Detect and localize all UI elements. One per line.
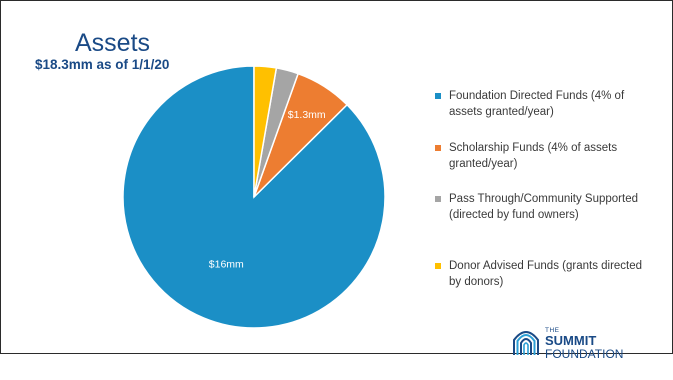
legend-item-pass-through: Pass Through/Community Supported (direct… <box>435 191 645 223</box>
chart-subtitle: $18.3mm as of 1/1/20 <box>35 57 170 72</box>
legend-swatch <box>435 196 441 202</box>
legend-label: Pass Through/Community Supported (direct… <box>449 193 638 221</box>
pie-chart: $16mm $1.3mm <box>122 65 386 329</box>
legend-label: Foundation Directed Funds (4% of assets … <box>449 90 625 118</box>
slide: $16mm $1.3mm Assets $18.3mm as of 1/1/20 … <box>0 0 673 360</box>
legend-item-scholarship: Scholarship Funds (4% of assets granted/… <box>435 140 645 172</box>
legend-item-donor-advised: Donor Advised Funds (grants directed by … <box>435 258 645 290</box>
legend-swatch <box>435 263 441 269</box>
legend-item-foundation-directed: Foundation Directed Funds (4% of assets … <box>435 88 645 120</box>
slice-data-label-1: $1.3mm <box>288 109 326 121</box>
logo-sub-text: FOUNDATION <box>545 347 624 361</box>
chart-title: Assets <box>75 29 151 57</box>
legend-swatch <box>435 93 441 99</box>
legend-swatch <box>435 145 441 151</box>
pie-slice-3 <box>253 65 278 198</box>
arch-logo-icon <box>513 331 539 355</box>
legend-label: Scholarship Funds (4% of assets granted/… <box>449 142 618 170</box>
logo-the-text: THE <box>545 327 560 334</box>
legend-label: Donor Advised Funds (grants directed by … <box>449 260 643 288</box>
slice-data-label-0: $16mm <box>209 259 244 271</box>
pie-slice-0 <box>122 65 386 329</box>
summit-foundation-logo: THE SUMMIT FOUNDATION <box>511 326 651 366</box>
logo-name-text: SUMMIT <box>545 333 597 348</box>
